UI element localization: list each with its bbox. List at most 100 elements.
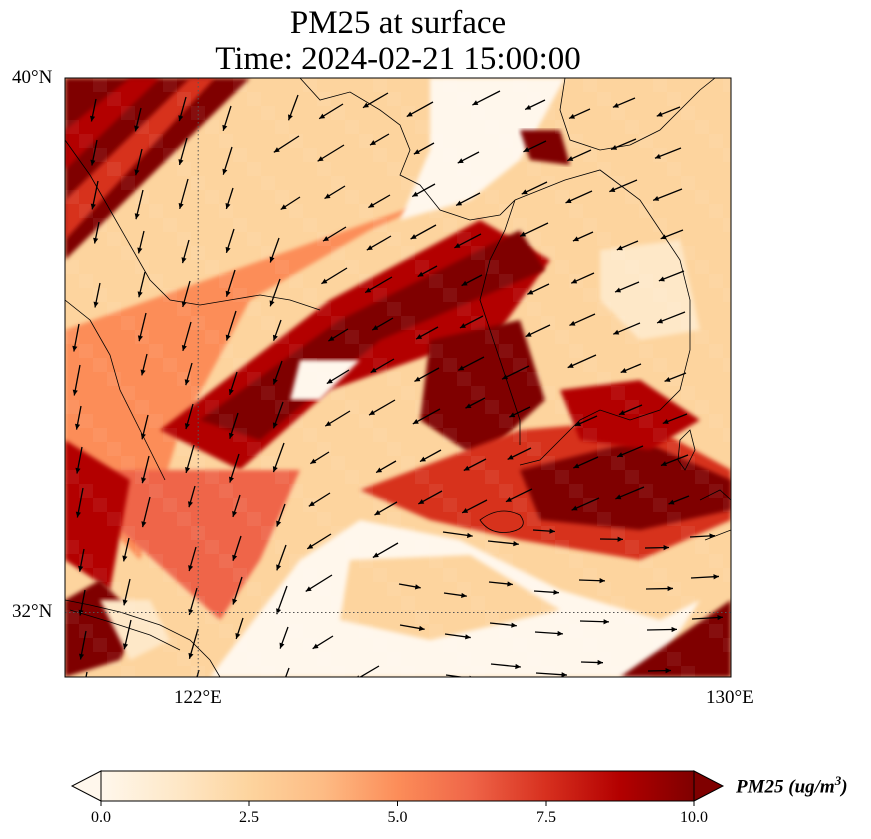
wind-arrow [399, 624, 425, 631]
wind-arrow [656, 311, 686, 324]
wind-arrow [122, 619, 132, 650]
wind-arrow [578, 578, 606, 584]
wind-arrow [521, 181, 548, 195]
wind-arrow [412, 408, 441, 425]
wind-arrow [72, 323, 80, 352]
wind-arrow [368, 399, 396, 416]
wind-arrow [366, 235, 392, 251]
wind-arrow [321, 267, 348, 285]
wind-arrow [574, 415, 598, 427]
map-subtitle-time: Time: 2024-02-21 15:00:00 [215, 41, 581, 77]
colorbar-tick-label: 7.5 [536, 809, 556, 826]
wind-arrow [328, 328, 349, 342]
wind-arrow [269, 278, 281, 307]
wind-arrow [178, 96, 187, 122]
wind-arrow [645, 585, 674, 592]
wind-arrow [280, 196, 301, 211]
wind-arrow [461, 274, 483, 287]
wind-arrow [75, 446, 83, 474]
wind-arrow [272, 360, 283, 385]
wind-arrow [225, 269, 236, 297]
wind-arrow [225, 228, 235, 254]
wind-arrow [565, 190, 593, 204]
wind-arrow [222, 105, 232, 131]
wind-arrow [620, 363, 642, 374]
wind-arrow [369, 133, 390, 146]
colorbar-tick-label: 2.5 [239, 809, 259, 826]
wind-arrow [276, 503, 286, 527]
wind-arrow [178, 178, 189, 210]
wind-arrow [276, 544, 287, 571]
wind-arrow [228, 412, 239, 439]
wind-arrow [372, 542, 399, 559]
wind-arrow [332, 676, 334, 677]
wind-arrow [285, 667, 290, 677]
wind-arrow [465, 397, 486, 409]
wind-arrow [93, 221, 100, 244]
wind-arrow [90, 139, 98, 166]
wind-arrow [457, 151, 480, 164]
wind-arrow [489, 622, 517, 628]
wind-arrow [184, 362, 193, 386]
wind-arrow [417, 265, 438, 278]
wind-arrow [137, 230, 145, 254]
wind-arrow [122, 578, 131, 606]
wind-arrow [188, 546, 197, 572]
wind-arrow [444, 633, 471, 640]
wind-arrow [362, 92, 389, 109]
map-title: PM25 at surface [289, 5, 507, 41]
wind-arrow [370, 358, 395, 374]
wind-arrow [272, 401, 284, 429]
wind-arrow [505, 488, 533, 503]
wind-arrow [364, 276, 393, 294]
wind-arrow [85, 671, 88, 677]
wind-arrow [656, 106, 681, 117]
wind-arrow [181, 280, 191, 308]
wind-arrow [90, 180, 99, 210]
wind-arrow [141, 496, 151, 528]
wind-arrow [612, 97, 636, 108]
wind-arrow [459, 315, 484, 329]
wind-arrow [318, 103, 344, 120]
wind-arrow [572, 231, 594, 242]
wind-arrow [490, 663, 521, 670]
wind-arrow [664, 372, 687, 382]
wind-arrow [317, 144, 345, 162]
wind-arrow [306, 533, 332, 550]
wind-arrow [652, 188, 683, 201]
wind-arrow [609, 179, 638, 193]
wind-arrow [273, 135, 300, 153]
wind-arrow [232, 494, 241, 518]
wind-arrow [78, 630, 87, 660]
wind-arrow [287, 94, 299, 121]
wind-arrow [519, 222, 549, 237]
wind-arrow [418, 490, 443, 505]
wind-arrow [463, 458, 487, 472]
colorbar-label: PM25 (ug/m3) [736, 773, 848, 798]
wind-arrow [646, 626, 678, 633]
wind-arrow [654, 147, 682, 159]
wind-arrow [310, 451, 330, 465]
wind-arrow [644, 545, 670, 551]
lon-label-130e: 130°E [706, 687, 754, 708]
wind-arrow [225, 187, 234, 210]
wind-arrow [184, 403, 194, 430]
wind-arrow [454, 233, 482, 249]
wind-arrow [188, 587, 198, 616]
wind-arrow [188, 628, 199, 659]
lon-label-122e: 122°E [174, 687, 222, 708]
wind-arrow [413, 142, 435, 155]
map-frame [64, 77, 732, 678]
wind-arrow [228, 371, 238, 396]
wind-arrow [125, 681, 132, 703]
wind-arrow [141, 455, 150, 484]
wind-arrow [616, 240, 639, 251]
wind-arrow [406, 101, 434, 118]
wind-arrow [324, 410, 351, 427]
wind-arrow [181, 321, 192, 352]
wind-arrow [414, 367, 440, 383]
wind-arrow [524, 99, 546, 111]
wind-arrow [579, 619, 610, 625]
wind-arrow [279, 626, 289, 649]
wind-arrow [134, 148, 143, 176]
